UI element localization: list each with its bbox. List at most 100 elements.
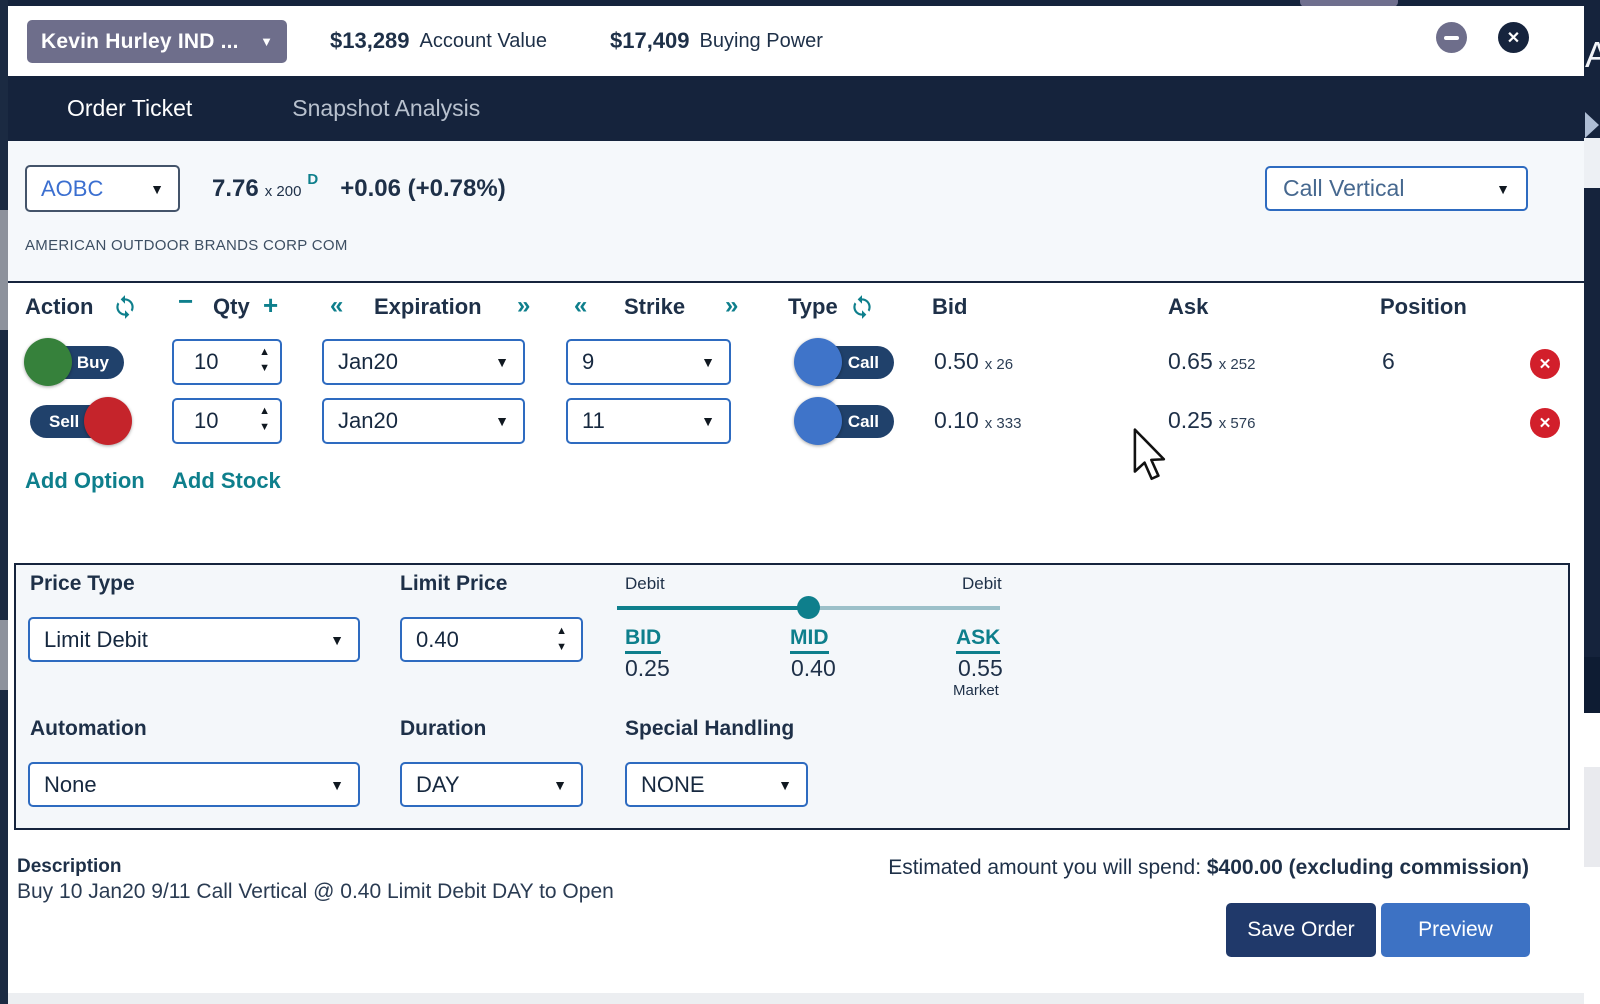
spin-down-icon: ▼ — [556, 641, 567, 653]
slider-right-caption: Debit — [962, 574, 1002, 593]
leg2-expiration-select[interactable]: Jan20 ▼ — [322, 398, 525, 444]
col-qty: Qty — [213, 294, 250, 319]
add-stock-link[interactable]: Add Stock — [172, 468, 281, 493]
spin-down-icon: ▼ — [259, 362, 270, 374]
leg1-position: 6 — [1382, 348, 1395, 374]
minimize-button[interactable] — [1436, 22, 1467, 53]
leg1-expiration-value: Jan20 — [338, 349, 398, 374]
minimize-icon — [1444, 35, 1459, 40]
background-top-strip — [0, 0, 1600, 6]
buying-power-label: Buying Power — [699, 29, 823, 52]
leg1-action-toggle[interactable]: Buy — [24, 338, 140, 386]
leg2-qty-value: 10 — [194, 408, 219, 433]
slider-mid-link[interactable]: MID — [790, 626, 829, 654]
quote-size: x 200 — [264, 183, 302, 200]
duration-value: DAY — [416, 771, 460, 797]
background-letter: A — [1585, 34, 1600, 75]
account-value-stat: $13,289 Account Value — [330, 6, 547, 76]
leg1-qty-input[interactable]: 10 ▲ ▼ — [172, 339, 282, 385]
buying-power: $17,409 — [610, 28, 690, 53]
leg1-buy-knob — [24, 338, 72, 386]
price-type-label: Price Type — [30, 572, 135, 595]
special-handling-select[interactable]: NONE ▼ — [625, 762, 808, 807]
type-swap-icon[interactable] — [849, 294, 875, 320]
description-label: Description — [17, 856, 122, 877]
estimate-prefix: Estimated amount you will spend: — [888, 856, 1207, 879]
limit-price-spinner[interactable]: ▲ ▼ — [556, 626, 567, 653]
slider-ask-value: 0.55 — [958, 655, 1003, 681]
strike-prev-icon[interactable]: « — [574, 292, 588, 319]
leg2-ask: 0.25 x 576 — [1168, 407, 1256, 433]
leg2-type-toggle[interactable]: Call — [794, 397, 910, 445]
tab-order-ticket[interactable]: Order Ticket — [67, 95, 193, 121]
symbol-selector[interactable]: AOBC ▼ — [25, 165, 180, 212]
col-position: Position — [1380, 294, 1467, 319]
company-name: AMERICAN OUTDOOR BRANDS CORP COM — [25, 237, 348, 254]
strategy-selector[interactable]: Call Vertical ▼ — [1265, 166, 1528, 211]
symbol-quote: 7.76 x 200 D +0.06 (+0.78%) — [212, 165, 506, 212]
leg1-type-toggle[interactable]: Call — [794, 338, 910, 386]
leg1-delete-button[interactable]: ✕ — [1530, 349, 1560, 379]
leg2-call-knob — [794, 397, 842, 445]
leg1-qty-spinner[interactable]: ▲ ▼ — [259, 347, 270, 374]
strike-next-icon[interactable]: » — [725, 292, 739, 319]
add-option-link[interactable]: Add Option — [25, 468, 145, 493]
action-swap-icon[interactable] — [112, 294, 138, 320]
spin-up-icon: ▲ — [556, 625, 567, 637]
limit-price-label: Limit Price — [400, 572, 508, 595]
description-text: Buy 10 Jan20 9/11 Call Vertical @ 0.40 L… — [17, 880, 614, 903]
leg2-sell-knob — [84, 397, 132, 445]
strategy-value: Call Vertical — [1283, 175, 1405, 201]
leg1-strike-value: 9 — [582, 349, 595, 374]
account-selector-label: Kevin Hurley IND ... — [41, 29, 239, 53]
price-slider-handle[interactable] — [797, 596, 820, 619]
leg2-delete-button[interactable]: ✕ — [1530, 408, 1560, 438]
background-app-icon — [1585, 112, 1599, 138]
slider-market-note: Market — [953, 682, 999, 699]
delete-icon: ✕ — [1538, 415, 1552, 432]
qty-increment-icon[interactable]: + — [263, 290, 279, 320]
special-handling-value: NONE — [641, 771, 705, 797]
background-right-strip — [1584, 0, 1600, 1004]
chevron-down-icon: ▼ — [150, 180, 164, 197]
close-button[interactable]: ✕ — [1498, 22, 1529, 53]
price-type-select[interactable]: Limit Debit ▼ — [28, 617, 360, 662]
expiration-prev-icon[interactable]: « — [330, 292, 344, 319]
leg2-strike-select[interactable]: 11 ▼ — [566, 398, 731, 444]
leg2-qty-input[interactable]: 10 ▲ ▼ — [172, 398, 282, 444]
spin-up-icon: ▲ — [259, 346, 270, 358]
symbol-bar: AOBC ▼ 7.76 x 200 D +0.06 (+0.78%) Call … — [8, 141, 1584, 282]
leg1-expiration-select[interactable]: Jan20 ▼ — [322, 339, 525, 385]
chevron-down-icon: ▼ — [495, 413, 509, 429]
duration-select[interactable]: DAY ▼ — [400, 762, 583, 807]
leg1-call-knob — [794, 338, 842, 386]
save-order-button[interactable]: Save Order — [1226, 903, 1376, 957]
chevron-down-icon: ▼ — [701, 413, 715, 429]
modal-bottom-edge — [8, 993, 1584, 1004]
slider-bid-value: 0.25 — [625, 655, 670, 681]
limit-price-input[interactable]: 0.40 ▲ ▼ — [400, 617, 583, 662]
symbol-ticker: AOBC — [41, 175, 104, 201]
qty-decrement-icon[interactable]: − — [178, 286, 194, 316]
leg2-qty-spinner[interactable]: ▲ ▼ — [259, 406, 270, 433]
automation-select[interactable]: None ▼ — [28, 762, 360, 807]
account-value: $13,289 — [330, 28, 410, 53]
col-strike: Strike — [624, 294, 686, 319]
expiration-next-icon[interactable]: » — [517, 292, 531, 319]
tab-snapshot-analysis[interactable]: Snapshot Analysis — [292, 95, 481, 121]
preview-button[interactable]: Preview — [1381, 903, 1530, 957]
automation-value: None — [44, 771, 97, 797]
leg2-expiration-value: Jan20 — [338, 408, 398, 433]
account-selector[interactable]: Kevin Hurley IND ... ▼ — [27, 20, 287, 63]
leg1-strike-select[interactable]: 9 ▼ — [566, 339, 731, 385]
slider-bid-link[interactable]: BID — [625, 626, 662, 654]
col-type: Type — [788, 294, 838, 319]
col-bid: Bid — [932, 294, 968, 319]
leg2-strike-value: 11 — [582, 408, 605, 433]
leg2-bid: 0.10 x 333 — [934, 407, 1022, 433]
estimate-line: Estimated amount you will spend: $400.00… — [888, 856, 1529, 880]
slider-ask-link[interactable]: ASK — [956, 626, 1001, 654]
leg2-action-toggle[interactable]: Sell — [28, 397, 140, 445]
title-bar: Kevin Hurley IND ... ▼ $13,289 Account V… — [8, 6, 1584, 76]
